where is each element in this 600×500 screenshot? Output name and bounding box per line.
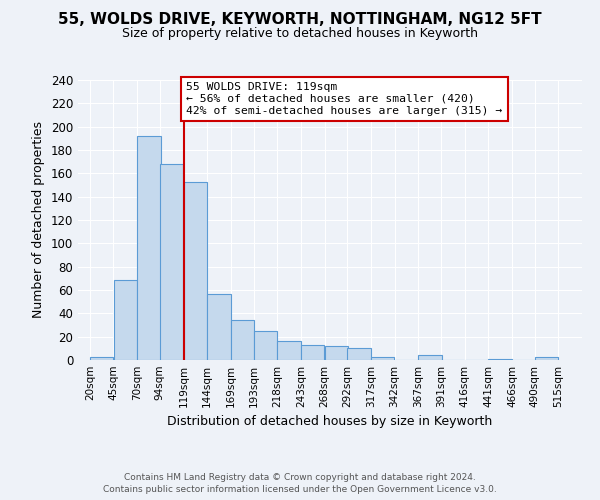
- Text: 55 WOLDS DRIVE: 119sqm
← 56% of detached houses are smaller (420)
42% of semi-de: 55 WOLDS DRIVE: 119sqm ← 56% of detached…: [187, 82, 503, 116]
- Bar: [208, 294, 231, 360]
- Bar: [371, 356, 394, 360]
- Bar: [137, 136, 161, 360]
- Bar: [325, 346, 348, 360]
- Text: Size of property relative to detached houses in Keyworth: Size of property relative to detached ho…: [122, 28, 478, 40]
- Bar: [418, 356, 442, 360]
- Bar: [254, 331, 277, 360]
- Bar: [90, 356, 113, 360]
- Text: Contains public sector information licensed under the Open Government Licence v3: Contains public sector information licen…: [103, 485, 497, 494]
- Bar: [488, 359, 512, 360]
- Bar: [231, 320, 254, 360]
- Bar: [113, 280, 137, 360]
- Bar: [184, 182, 207, 360]
- Bar: [535, 356, 558, 360]
- Text: 55, WOLDS DRIVE, KEYWORTH, NOTTINGHAM, NG12 5FT: 55, WOLDS DRIVE, KEYWORTH, NOTTINGHAM, N…: [58, 12, 542, 28]
- X-axis label: Distribution of detached houses by size in Keyworth: Distribution of detached houses by size …: [167, 416, 493, 428]
- Bar: [277, 342, 301, 360]
- Bar: [160, 164, 184, 360]
- Bar: [301, 345, 325, 360]
- Y-axis label: Number of detached properties: Number of detached properties: [32, 122, 45, 318]
- Text: Contains HM Land Registry data © Crown copyright and database right 2024.: Contains HM Land Registry data © Crown c…: [124, 472, 476, 482]
- Bar: [347, 348, 371, 360]
